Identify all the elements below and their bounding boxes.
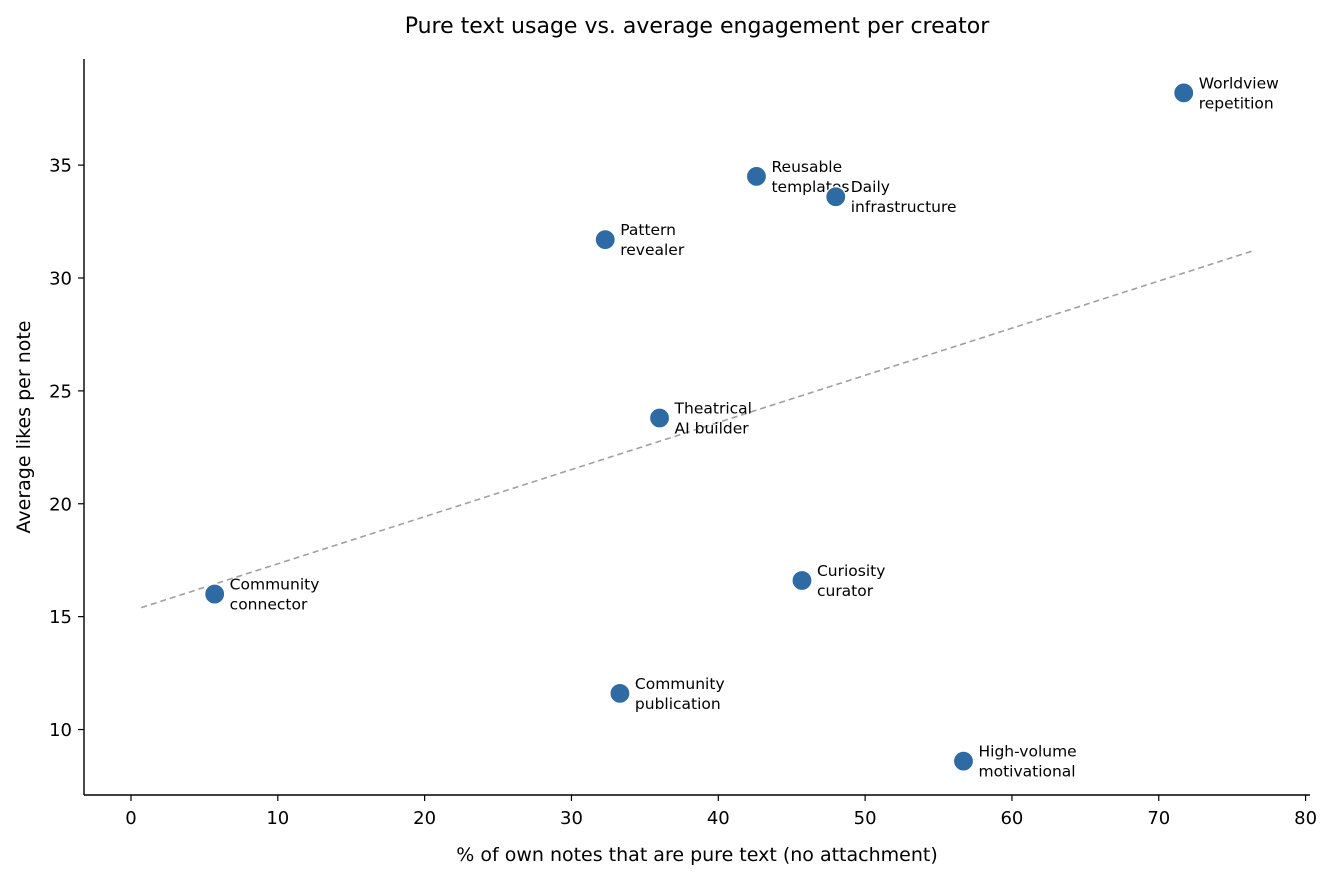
axes [83,59,1310,796]
data-point-label: Curiosity [817,562,885,580]
y-axis-label: Average likes per note [13,321,35,534]
data-point [204,583,226,605]
data-point-label: motivational [978,763,1075,781]
x-tick-label: 60 [1000,808,1023,829]
data-point-group: Curiosity curator [791,562,885,600]
x-tick-label: 70 [1147,808,1170,829]
x-tick-label: 0 [125,808,136,829]
data-point-group: Theatrical AI builder [648,399,752,437]
data-point [745,165,768,187]
data-point-label: AI builder [675,419,750,437]
data-point-label: curator [817,582,874,600]
data-point-label: Reusable [771,158,842,176]
data-point-label: Theatrical [674,399,752,417]
data-point [594,229,616,251]
data-point [1173,82,1195,104]
data-point-group: Community connector [204,576,320,614]
data-point-label: Community [230,576,320,594]
trendline-layer [141,250,1253,609]
data-point-group: Daily infrastructure [825,178,957,216]
chart-title: Pure text usage vs. average engagement p… [405,14,990,39]
data-point-label: connector [230,596,308,614]
data-point [825,186,847,208]
data-point-label: publication [635,695,721,713]
y-ticks: 10 15 20 25 30 35 [49,156,84,741]
y-tick-label: 35 [49,156,72,177]
data-point [791,569,813,592]
data-point [952,750,975,772]
data-point-label: Community [635,675,725,693]
data-point-group: Worldview repetition [1173,74,1279,112]
x-tick-label: 40 [707,808,730,829]
x-tick-label: 50 [854,808,877,829]
data-point-group: High-volume motivational [952,743,1077,781]
trendline [141,250,1253,609]
x-tick-label: 80 [1294,808,1317,829]
y-tick-label: 20 [49,494,72,515]
data-point-label: repetition [1199,94,1274,112]
x-tick-label: 10 [266,808,289,829]
data-point-label: revealer [620,241,685,259]
data-point-label: Pattern [620,221,676,239]
data-point [648,407,671,429]
data-point-label: Worldview [1199,74,1279,92]
y-tick-label: 15 [49,607,72,628]
data-point-label: Daily [851,178,890,196]
x-ticks: 0 10 20 30 40 50 60 70 80 [125,795,1317,829]
x-axis-label: % of own notes that are pure text (no at… [456,844,938,866]
x-tick-label: 30 [560,808,583,829]
data-point [609,682,631,705]
data-point-label: High-volume [978,743,1076,761]
y-tick-label: 25 [49,381,72,402]
data-point-group: Pattern revealer [594,221,685,259]
data-point-group: Community publication [609,675,725,713]
data-point-label: infrastructure [851,198,957,216]
y-tick-label: 30 [49,268,72,289]
x-tick-label: 20 [413,808,436,829]
y-tick-label: 10 [49,720,72,741]
